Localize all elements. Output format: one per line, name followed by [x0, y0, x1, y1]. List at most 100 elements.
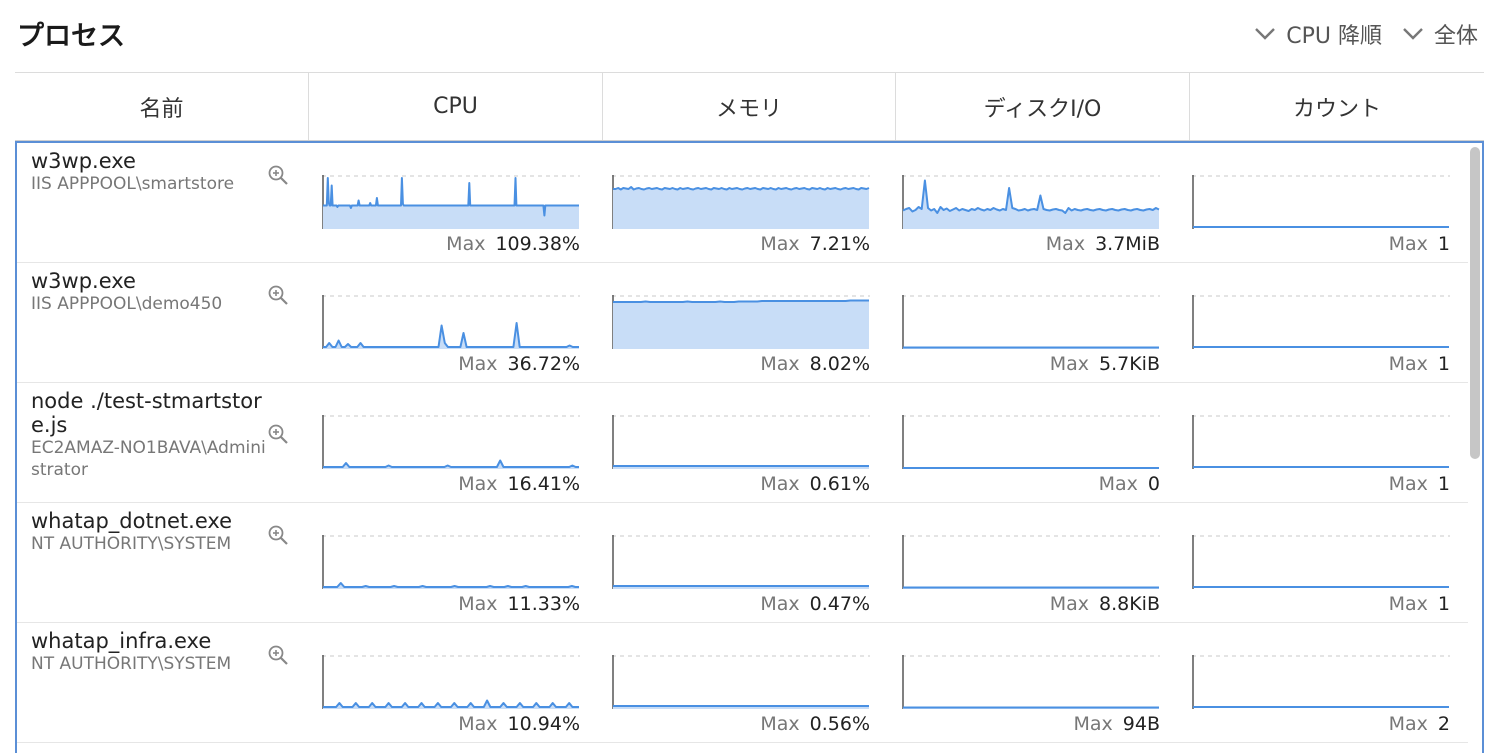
page-title: プロセス [17, 21, 125, 52]
series-area [613, 187, 869, 229]
count-max-readout: Max 1 [1192, 473, 1450, 495]
disk-sparkline[interactable] [902, 655, 1160, 709]
table-row[interactable]: node ./test-stmartstore.js EC2AMAZ-NO1BAV… [17, 383, 1468, 503]
cpu-sparkline[interactable] [322, 415, 580, 469]
mem-sparkline[interactable] [612, 535, 870, 589]
scope-dropdown[interactable]: 全体 [1402, 18, 1478, 50]
chevron-down-icon [1403, 28, 1423, 40]
mem-sparkline[interactable] [612, 415, 870, 469]
series-line [613, 299, 869, 303]
mem-max-readout: Max 0.61% [612, 473, 870, 495]
mem-sparkline[interactable] [612, 295, 870, 349]
mem-max-value: 0.47% [809, 593, 870, 615]
disk-sparkline[interactable] [902, 415, 1160, 469]
count-sparkline[interactable] [1192, 535, 1450, 589]
process-name: node ./test-stmartstore.js [31, 389, 262, 437]
max-label: Max [446, 233, 486, 255]
chevron-down-icon [1255, 28, 1276, 40]
scrollbar[interactable] [1470, 147, 1480, 459]
cpu-max-value: 11.33% [507, 593, 580, 615]
zoom-in-icon[interactable] [267, 284, 289, 306]
cpu-max-readout: Max 16.41% [322, 473, 580, 495]
max-label: Max [1049, 593, 1089, 615]
series-area [613, 300, 869, 349]
disk-max-readout: Max 3.7MiB [902, 233, 1160, 255]
count-max-readout: Max 2 [1192, 713, 1450, 735]
cpu-max-value: 16.41% [507, 473, 580, 495]
process-name-cell: whatap_infra.exe NT AUTHORITY\SYSTEM [31, 629, 267, 675]
disk-sparkline[interactable] [902, 295, 1160, 349]
cpu-max-readout: Max 11.33% [322, 593, 580, 615]
count-max-value: 1 [1437, 233, 1450, 255]
disk-max-value: 5.7KiB [1099, 353, 1160, 375]
series-line [323, 699, 579, 708]
table-body[interactable]: w3wp.exe IIS APPPOOL\smartstore Max 109.38%… [15, 141, 1484, 753]
max-label: Max [1388, 593, 1428, 615]
max-label: Max [1073, 713, 1113, 735]
process-name: whatap_infra.exe [31, 629, 212, 653]
cpu-sparkline[interactable] [322, 175, 580, 229]
max-label: Max [1049, 353, 1089, 375]
series-area [903, 180, 1159, 229]
count-sparkline[interactable] [1192, 175, 1450, 229]
process-name-cell: whatap_dotnet.exe NT AUTHORITY\SYSTEM [31, 509, 267, 555]
cpu-sparkline[interactable] [322, 295, 580, 349]
mem-max-readout: Max 0.56% [612, 713, 870, 735]
column-header-count[interactable]: カウント [1189, 73, 1484, 140]
mem-max-value: 0.61% [809, 473, 870, 495]
mem-sparkline[interactable] [612, 175, 870, 229]
zoom-in-icon[interactable] [267, 524, 289, 546]
column-header-cpu[interactable]: CPU [308, 73, 602, 140]
mem-max-value: 8.02% [809, 353, 870, 375]
column-header-disk-io[interactable]: ディスクI/O [895, 73, 1189, 140]
count-sparkline[interactable] [1192, 295, 1450, 349]
cpu-sparkline[interactable] [322, 655, 580, 709]
zoom-in-icon[interactable] [267, 164, 289, 186]
cpu-max-value: 36.72% [507, 353, 580, 375]
column-header-name[interactable]: 名前 [139, 96, 184, 122]
zoom-in-icon[interactable] [267, 423, 289, 445]
table-row[interactable]: w3wp.exe IIS APPPOOL\smartstore Max 109.38%… [17, 143, 1468, 263]
controls: CPU 降順 全体 [1254, 18, 1478, 50]
zoom-in-icon[interactable] [267, 644, 289, 666]
cpu-max-readout: Max 109.38% [322, 233, 580, 255]
process-name-cell: node ./test-stmartstore.js EC2AMAZ-NO1BAV… [31, 389, 267, 481]
mem-max-value: 0.56% [809, 713, 870, 735]
mem-sparkline[interactable] [612, 655, 870, 709]
mem-max-readout: Max 8.02% [612, 353, 870, 375]
count-max-value: 2 [1437, 713, 1450, 735]
sort-dropdown[interactable]: CPU 降順 [1254, 18, 1382, 50]
table-row[interactable]: w3wp.exe IIS APPPOOL\demo450 Max 36.72% Max 8… [17, 263, 1468, 383]
max-label: Max [1098, 473, 1138, 495]
max-label: Max [1388, 233, 1428, 255]
cpu-max-readout: Max 10.94% [322, 713, 580, 735]
process-name: w3wp.exe [31, 269, 136, 293]
mem-max-value: 7.21% [809, 233, 870, 255]
disk-sparkline[interactable] [902, 175, 1160, 229]
process-user: NT AUTHORITY\SYSTEM [31, 654, 232, 674]
cpu-max-value: 10.94% [507, 713, 580, 735]
series-line [323, 322, 579, 348]
count-sparkline[interactable] [1192, 655, 1450, 709]
table-header: 名前 CPU メモリ ディスクI/O カウント [15, 73, 1484, 141]
column-header-memory[interactable]: メモリ [602, 73, 895, 140]
disk-max-value: 94B [1122, 713, 1160, 735]
series-line [323, 177, 579, 217]
disk-max-readout: Max 8.8KiB [902, 593, 1160, 615]
series-line [902, 179, 1160, 214]
max-label: Max [458, 713, 498, 735]
series-line [323, 459, 579, 468]
table-row[interactable]: whatap_infra.exe NT AUTHORITY\SYSTEM Max 10… [17, 623, 1468, 743]
cpu-sparkline[interactable] [322, 535, 580, 589]
max-label: Max [760, 713, 800, 735]
disk-sparkline[interactable] [902, 535, 1160, 589]
count-sparkline[interactable] [1192, 415, 1450, 469]
process-user: IIS APPPOOL\smartstore [31, 174, 235, 194]
cpu-max-readout: Max 36.72% [322, 353, 580, 375]
process-name: whatap_dotnet.exe [31, 509, 233, 533]
disk-max-readout: Max 94B [902, 713, 1161, 735]
max-label: Max [760, 473, 800, 495]
max-label: Max [1045, 233, 1086, 255]
table-row[interactable]: whatap_dotnet.exe NT AUTHORITY\SYSTEM Max 1… [17, 503, 1468, 623]
series-line [613, 186, 870, 191]
